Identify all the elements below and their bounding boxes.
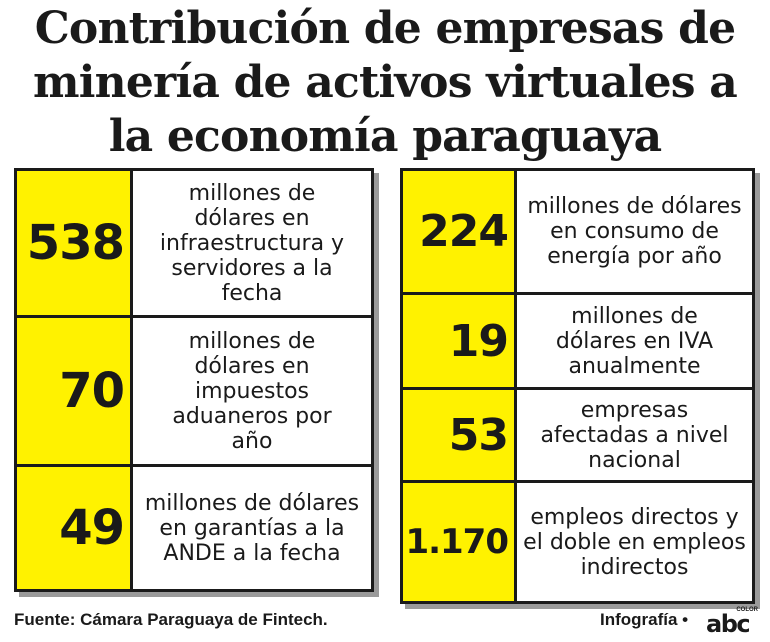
stat-description-text: millones de dólares en impuestos aduaner…: [172, 328, 332, 454]
title-line-1: Contribución de empresas de: [34, 3, 736, 54]
stat-description: millones de dólares en impuestos aduaner…: [133, 318, 371, 464]
stat-value: 49: [17, 467, 133, 589]
stat-description: millones de dólares en infraestructura y…: [133, 171, 371, 315]
page-title: Contribución de empresas de minería de a…: [8, 2, 762, 164]
stat-row: 70 millones de dólares en impuestos adua…: [17, 318, 371, 467]
svg-text:abc: abc: [706, 610, 749, 634]
stat-value: 70: [17, 318, 133, 464]
abc-logo-mark: abc: [706, 610, 751, 638]
abc-logo: abc COLOR: [706, 607, 758, 638]
title-line-3: la economía paraguaya: [108, 111, 662, 162]
abc-logo-sub: COLOR: [736, 607, 758, 613]
stat-description-text: empleos directos y el doble en empleos i…: [523, 504, 746, 580]
stat-description-text: millones de dólares en consumo de energí…: [527, 194, 742, 269]
right-stats-table: 224 millones de dólares en consumo de en…: [400, 168, 755, 604]
stat-row: 538 millones de dólares en infraestructu…: [17, 171, 371, 318]
source-note: Fuente: Cámara Paraguaya de Fintech.: [14, 610, 328, 629]
stat-value: 224: [403, 171, 517, 292]
stat-value: 538: [17, 171, 133, 315]
infographic-credit: Infografía •: [600, 610, 689, 629]
left-stats-table: 538 millones de dólares en infraestructu…: [14, 168, 374, 592]
stat-value: 1.170: [403, 483, 517, 601]
title-line-2: minería de activos virtuales a: [33, 57, 738, 108]
stat-description: empresas afectadas a nivel nacional: [517, 390, 752, 480]
stat-description: empleos directos y el doble en empleos i…: [517, 483, 752, 601]
stat-description-text: millones de dólares en IVA anualmente: [555, 303, 714, 379]
stat-description-text: millones de dólares en infraestructura y…: [159, 180, 345, 306]
stat-row: 49 millones de dólares en garantías a la…: [17, 467, 371, 589]
stat-description-text: millones de dólares en garantías a la AN…: [144, 490, 360, 566]
stat-row: 19 millones de dólares en IVA anualmente: [403, 295, 752, 390]
stat-value: 53: [403, 390, 517, 480]
stat-description: millones de dólares en garantías a la AN…: [133, 467, 371, 589]
stat-description: millones de dólares en IVA anualmente: [517, 295, 752, 387]
stat-row: 1.170 empleos directos y el doble en emp…: [403, 483, 752, 601]
stat-row: 224 millones de dólares en consumo de en…: [403, 171, 752, 295]
stat-description-text: empresas afectadas a nivel nacional: [540, 397, 729, 473]
stat-description: millones de dólares en consumo de energí…: [517, 171, 752, 292]
stat-row: 53 empresas afectadas a nivel nacional: [403, 390, 752, 483]
stat-value: 19: [403, 295, 517, 387]
